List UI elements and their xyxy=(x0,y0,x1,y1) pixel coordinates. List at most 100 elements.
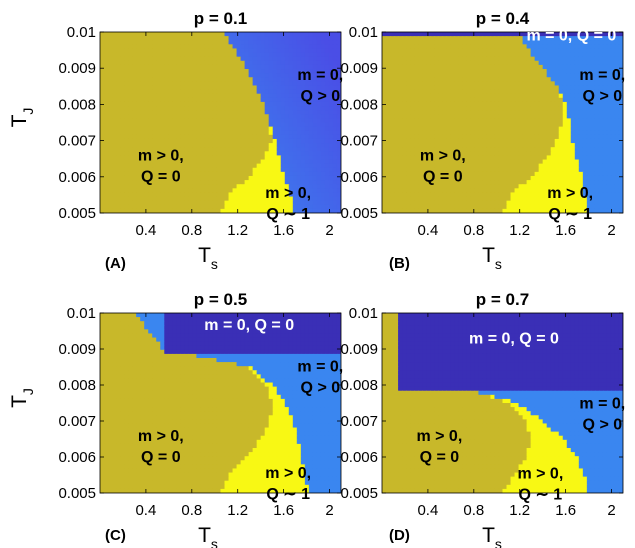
heatmap-cell xyxy=(164,101,169,107)
heatmap-cell xyxy=(402,114,407,119)
heatmap-cell xyxy=(386,106,391,111)
heatmap-cell xyxy=(570,171,576,177)
heatmap-cell xyxy=(332,180,338,185)
heatmap-cell xyxy=(470,147,475,152)
heatmap-cell xyxy=(248,93,254,99)
heatmap-cell xyxy=(300,56,306,62)
heatmap-cell xyxy=(598,60,604,66)
heatmap-cell xyxy=(586,163,592,169)
heatmap-cell xyxy=(502,114,508,119)
heatmap-cell xyxy=(328,122,334,128)
heatmap-cell xyxy=(108,110,113,115)
heatmap-cell xyxy=(224,114,230,119)
heatmap-cell xyxy=(164,147,169,152)
heatmap-cell xyxy=(582,122,588,128)
heatmap-cell xyxy=(490,64,496,70)
heatmap-cell xyxy=(124,130,129,136)
heatmap-cell xyxy=(402,44,407,50)
heatmap-cell xyxy=(308,36,314,41)
heatmap-cell xyxy=(100,60,105,66)
heatmap-cell xyxy=(562,40,568,45)
heatmap-cell xyxy=(320,143,326,148)
heatmap-cell xyxy=(606,89,612,95)
heatmap-cell xyxy=(128,159,133,165)
heatmap-cell xyxy=(288,138,294,144)
heatmap-cell xyxy=(614,60,620,66)
heatmap-cell xyxy=(172,106,177,111)
heatmap-cell xyxy=(422,155,427,161)
heatmap-cell xyxy=(406,151,411,157)
heatmap-cell xyxy=(490,134,496,140)
heatmap-cell xyxy=(120,52,125,58)
heatmap-cell xyxy=(316,184,322,189)
heatmap-cell xyxy=(244,69,250,74)
heatmap-cell xyxy=(606,163,612,169)
heatmap-cell xyxy=(296,196,302,202)
heatmap-cell xyxy=(148,69,153,74)
heatmap-cell xyxy=(312,163,318,169)
heatmap-cell xyxy=(526,85,532,91)
heatmap-cell xyxy=(204,64,210,70)
heatmap-cell xyxy=(510,40,516,45)
heatmap-cell xyxy=(522,97,528,103)
heatmap-cell xyxy=(586,32,592,37)
heatmap-cell xyxy=(610,147,616,152)
heatmap-cell xyxy=(442,184,447,189)
heatmap-cell xyxy=(184,192,189,198)
heatmap-cell xyxy=(406,134,411,140)
heatmap-cell xyxy=(264,40,270,45)
heatmap-cell xyxy=(554,175,560,181)
heatmap-cell xyxy=(188,118,193,124)
heatmap-cell xyxy=(414,77,419,82)
heatmap-cell xyxy=(578,118,584,124)
heatmap-cell xyxy=(522,171,528,177)
heatmap-cell xyxy=(284,40,290,45)
heatmap-cell xyxy=(144,101,149,107)
heatmap-cell xyxy=(156,130,161,136)
heatmap-cell xyxy=(482,159,488,165)
heatmap-cell xyxy=(546,155,552,161)
heatmap-cell xyxy=(328,196,334,202)
heatmap-cell xyxy=(116,130,121,136)
heatmap-cell xyxy=(414,89,419,95)
heatmap-cell xyxy=(332,171,338,177)
heatmap-cell xyxy=(248,52,254,58)
heatmap-cell xyxy=(176,114,181,119)
heatmap-cell xyxy=(304,60,310,66)
heatmap-cell xyxy=(466,138,471,144)
heatmap-cell xyxy=(288,93,294,99)
heatmap-cell xyxy=(172,114,177,119)
heatmap-cell xyxy=(406,64,411,70)
heatmap-cell xyxy=(244,85,250,91)
heatmap-cell xyxy=(324,64,330,70)
heatmap-cell xyxy=(160,64,165,70)
heatmap-cell xyxy=(570,32,576,37)
heatmap-cell xyxy=(108,180,113,185)
heatmap-cell xyxy=(252,155,258,161)
heatmap-cell xyxy=(566,114,572,119)
heatmap-cell xyxy=(590,106,596,111)
heatmap-cell xyxy=(598,134,604,140)
heatmap-cell xyxy=(284,138,290,144)
heatmap-cell xyxy=(268,180,274,185)
heatmap-cell xyxy=(324,138,330,144)
heatmap-cell xyxy=(614,73,620,78)
heatmap-cell xyxy=(100,32,105,37)
heatmap-cell xyxy=(260,81,266,87)
heatmap-cell xyxy=(104,155,109,161)
heatmap-cell xyxy=(268,60,274,66)
heatmap-cell xyxy=(320,175,326,181)
heatmap-cell xyxy=(598,77,604,82)
heatmap-cell xyxy=(260,192,266,198)
heatmap-cell xyxy=(164,110,169,115)
heatmap-cell xyxy=(208,52,214,58)
heatmap-cell xyxy=(502,101,508,107)
heatmap-cell xyxy=(196,32,202,37)
phase-annotation: m > 0, Q ∼ 1 xyxy=(265,185,311,223)
heatmap-cell xyxy=(244,110,250,115)
heatmap-cell xyxy=(490,93,496,99)
heatmap-cell xyxy=(128,180,133,185)
heatmap-cell xyxy=(200,184,206,189)
heatmap-cell xyxy=(498,81,504,87)
heatmap-cell xyxy=(232,143,238,148)
